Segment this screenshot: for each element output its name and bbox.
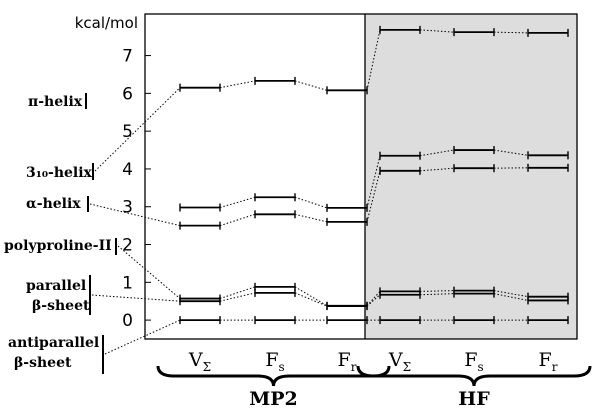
series-connector — [493, 290, 529, 298]
x-axis-labels: VΣ Fs Fr VΣ Fs Fr — [188, 349, 558, 374]
series-label: polyproline-II — [4, 238, 181, 299]
series-connector — [419, 290, 455, 292]
level-mark — [254, 210, 296, 219]
series-label: antiparallel β-sheet — [8, 319, 181, 374]
y-tick-label: 4 — [122, 160, 133, 180]
level-mark — [379, 316, 421, 325]
level-mark — [326, 316, 368, 325]
hf-shaded-region — [365, 14, 577, 339]
x-tick-label: Fr — [539, 349, 558, 374]
group-label: HF — [458, 388, 490, 410]
level-mark — [453, 289, 495, 298]
level-mark — [527, 296, 569, 305]
series-connector — [366, 294, 381, 307]
group-label: MP2 — [249, 388, 298, 410]
y-tick-label: 5 — [122, 122, 133, 142]
unit-label: kcal/mol — [75, 14, 138, 32]
series-connector — [219, 292, 256, 302]
series-connector — [419, 293, 455, 296]
x-tick-label: Fs — [265, 349, 284, 374]
level-mark — [254, 288, 296, 297]
level-mark — [453, 146, 495, 155]
y-tick-label: 6 — [122, 84, 133, 104]
group-braces: MP2 HF — [156, 365, 592, 410]
x-tick-label: VΣ — [188, 349, 211, 374]
level-mark — [326, 203, 368, 212]
series-connector — [219, 80, 256, 89]
y-tick-label: 7 — [122, 47, 133, 67]
level-mark — [254, 282, 296, 291]
level-mark — [527, 151, 569, 160]
series-connector — [294, 80, 328, 91]
series-connector — [294, 286, 328, 307]
label-leader — [91, 294, 181, 302]
x-tick-label: Fs — [464, 349, 483, 374]
y-tick-label: 1 — [122, 273, 133, 293]
level-mark — [379, 151, 421, 160]
series-labels: π-helix 3₁₀-helix α-helix polyproline-II par… — [4, 87, 181, 374]
level-mark — [453, 28, 495, 37]
level-mark — [453, 164, 495, 173]
series-connector — [294, 292, 328, 307]
series-label-text: β-sheet — [14, 355, 72, 371]
level-mark — [254, 316, 296, 325]
series-label-text: antiparallel — [8, 335, 99, 351]
level-mark — [326, 302, 368, 311]
series-connector — [419, 167, 455, 172]
series-connector — [419, 149, 455, 157]
level-mark — [527, 28, 569, 37]
group-brace — [356, 365, 592, 387]
x-tick-label: Fr — [338, 349, 357, 374]
y-tick-label: 0 — [122, 311, 133, 331]
level-mark — [326, 217, 368, 226]
series-connector — [419, 29, 455, 33]
level-mark — [379, 290, 421, 299]
level-mark — [254, 193, 296, 202]
level-mark — [179, 316, 221, 325]
level-mark — [179, 221, 221, 230]
label-leader — [94, 87, 181, 172]
series-label-text: polyproline-II — [4, 238, 112, 254]
series-label: α-helix — [26, 196, 181, 227]
series-label: parallel β-sheet — [26, 275, 181, 315]
level-mark — [254, 76, 296, 85]
series-connector — [294, 213, 328, 223]
series-label: 3₁₀-helix — [26, 87, 181, 181]
series-label: π-helix — [28, 93, 87, 110]
x-tick-label: VΣ — [388, 349, 411, 374]
y-tick-label: 2 — [122, 236, 133, 256]
series-label-text: β-sheet — [32, 298, 90, 314]
series-connector — [219, 213, 256, 227]
connector-lines — [219, 29, 529, 321]
series-connector — [493, 293, 529, 301]
label-leader — [89, 203, 181, 227]
level-mark — [179, 203, 221, 212]
series-label-text: α-helix — [26, 196, 81, 212]
y-axis: 0 1 2 3 4 5 6 7 — [122, 47, 151, 331]
level-mark — [453, 316, 495, 325]
series-connector — [294, 196, 328, 209]
label-leader — [104, 319, 181, 355]
series-connector — [219, 196, 256, 208]
y-tick-label: 3 — [122, 198, 133, 218]
level-mark — [527, 316, 569, 325]
series-connector — [493, 149, 529, 156]
plot-frame — [144, 13, 578, 340]
series-label-text: 3₁₀-helix — [26, 165, 93, 181]
series-layer — [179, 25, 569, 325]
level-mark — [527, 163, 569, 172]
series-connector — [493, 31, 529, 34]
level-mark — [179, 83, 221, 92]
series-label-text: parallel — [26, 278, 86, 294]
series-connector — [219, 286, 256, 300]
series-label-text: π-helix — [28, 94, 83, 110]
level-mark — [326, 86, 368, 95]
level-mark — [379, 166, 421, 175]
label-leader — [117, 245, 181, 299]
level-mark — [379, 25, 421, 34]
